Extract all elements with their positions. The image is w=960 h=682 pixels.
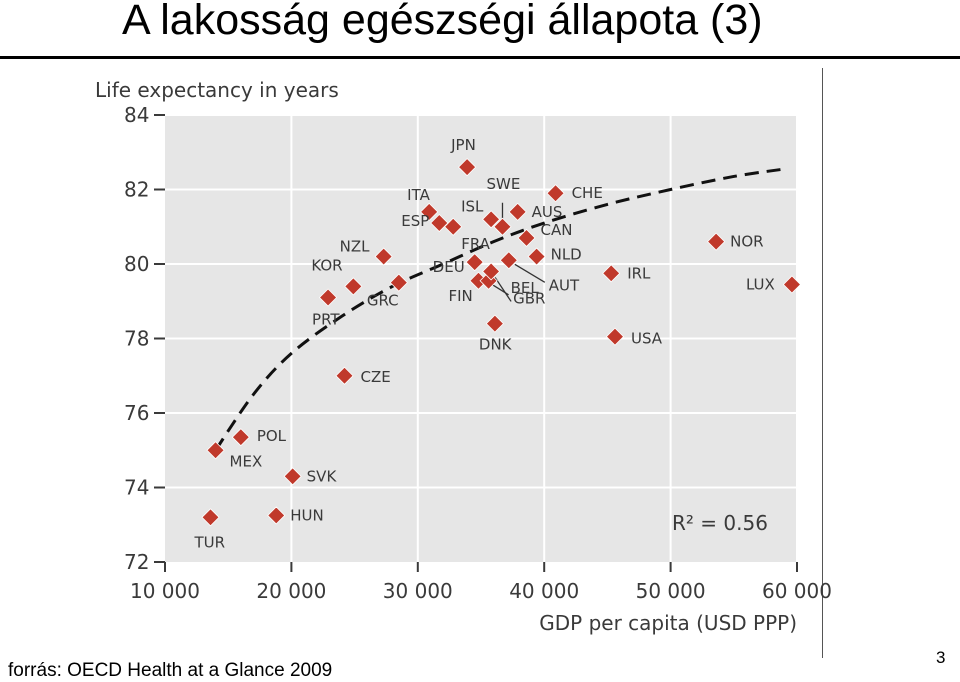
x-tick-label: 50 000 <box>636 579 706 603</box>
data-point-prt <box>318 288 338 307</box>
x-axis-ticks: 10 000 20 000 30 000 40 000 50 000 60 000 <box>130 562 832 603</box>
data-point-irl <box>602 264 621 283</box>
point-label-lux: LUX <box>746 275 775 293</box>
data-point-kor <box>344 277 363 296</box>
point-label-deu: DEU <box>433 258 465 276</box>
y-tick-label: 82 <box>124 178 149 202</box>
y-tick-label: 74 <box>124 476 149 500</box>
data-point-nld <box>527 247 546 266</box>
title-rule <box>0 56 960 59</box>
x-tick-label: 40 000 <box>509 579 579 603</box>
point-label-aus: AUS <box>532 203 563 221</box>
data-point-dnk <box>485 314 504 333</box>
source-note: forrás: OECD Health at a Glance 2009 <box>8 660 333 681</box>
data-point-jpn <box>458 158 477 177</box>
data-point-esp <box>430 213 449 233</box>
point-label-irl: IRL <box>627 264 651 282</box>
y-tick-label: 76 <box>124 401 149 425</box>
y-axis-ticks: 72 74 76 78 80 82 84 <box>124 103 165 574</box>
point-label-grc: GRC <box>367 292 399 310</box>
y-tick-label: 80 <box>124 252 149 276</box>
x-tick-label: 10 000 <box>130 579 200 603</box>
point-label-bel: BEL <box>511 279 540 297</box>
slide-title: A lakosság egészségi állapota (3) <box>122 0 763 44</box>
data-point-swe <box>493 217 512 236</box>
data-point-gbr <box>482 262 501 281</box>
data-point-isl <box>482 210 501 229</box>
leader-line-gbr <box>494 277 512 302</box>
data-point-tur <box>201 508 220 527</box>
point-label-nld: NLD <box>551 246 582 264</box>
point-label-isl: ISL <box>461 197 484 215</box>
point-label-dnk: DNK <box>479 336 513 354</box>
data-point-hun <box>267 506 286 525</box>
data-point-can <box>517 228 536 247</box>
data-point-svk <box>283 467 302 486</box>
x-axis-title: GDP per capita (USD PPP) <box>539 611 797 635</box>
data-point-deu <box>465 253 484 272</box>
point-label-pol: POL <box>257 427 287 445</box>
point-label-esp: ESP <box>401 212 429 230</box>
data-point-grc <box>389 273 408 292</box>
page-number: 3 <box>936 648 946 667</box>
x-tick-label: 20 000 <box>256 579 326 603</box>
point-label-aut: AUT <box>549 276 580 294</box>
data-point-pol <box>231 428 250 447</box>
data-point-fra <box>444 217 463 236</box>
y-tick-label: 72 <box>124 550 149 574</box>
data-point-ita <box>420 202 439 221</box>
data-point-che <box>546 184 565 203</box>
point-label-usa: USA <box>631 330 663 348</box>
data-point-aut <box>499 251 518 270</box>
leader-line-aut <box>514 263 546 283</box>
data-point-aus <box>508 202 527 221</box>
x-tick-label: 60 000 <box>762 579 832 603</box>
point-label-nor: NOR <box>730 233 763 251</box>
point-label-prt: PRT <box>312 311 340 329</box>
point-label-ita: ITA <box>407 186 430 204</box>
data-point-nzl <box>374 247 393 266</box>
point-label-fra: FRA <box>461 235 490 253</box>
point-label-nzl: NZL <box>340 238 370 256</box>
point-label-che: CHE <box>572 184 603 202</box>
point-label-kor: KOR <box>311 256 342 274</box>
data-point-lux <box>782 275 802 294</box>
y-tick-label: 78 <box>124 327 149 351</box>
data-point-usa <box>605 327 625 346</box>
point-label-mex: MEX <box>230 452 263 470</box>
point-label-tur: TUR <box>194 533 226 551</box>
x-tick-label: 30 000 <box>383 579 453 603</box>
y-axis-title: Life expectancy in years <box>95 78 339 102</box>
point-label-fin: FIN <box>448 287 472 305</box>
y-tick-label: 84 <box>124 103 149 127</box>
trend-line <box>214 167 785 452</box>
point-label-gbr: GBR <box>513 289 545 307</box>
point-label-swe: SWE <box>486 175 520 193</box>
side-rule <box>822 68 823 658</box>
point-label-svk: SVK <box>307 467 338 485</box>
data-point-mex <box>206 441 225 460</box>
data-point-nor <box>707 232 726 251</box>
point-label-cze: CZE <box>360 368 390 386</box>
r-squared-annotation: R² = 0.56 <box>672 511 768 535</box>
point-label-can: CAN <box>541 221 573 239</box>
point-label-jpn: JPN <box>450 136 476 154</box>
data-point-cze <box>335 366 354 385</box>
point-label-hun: HUN <box>290 506 323 524</box>
